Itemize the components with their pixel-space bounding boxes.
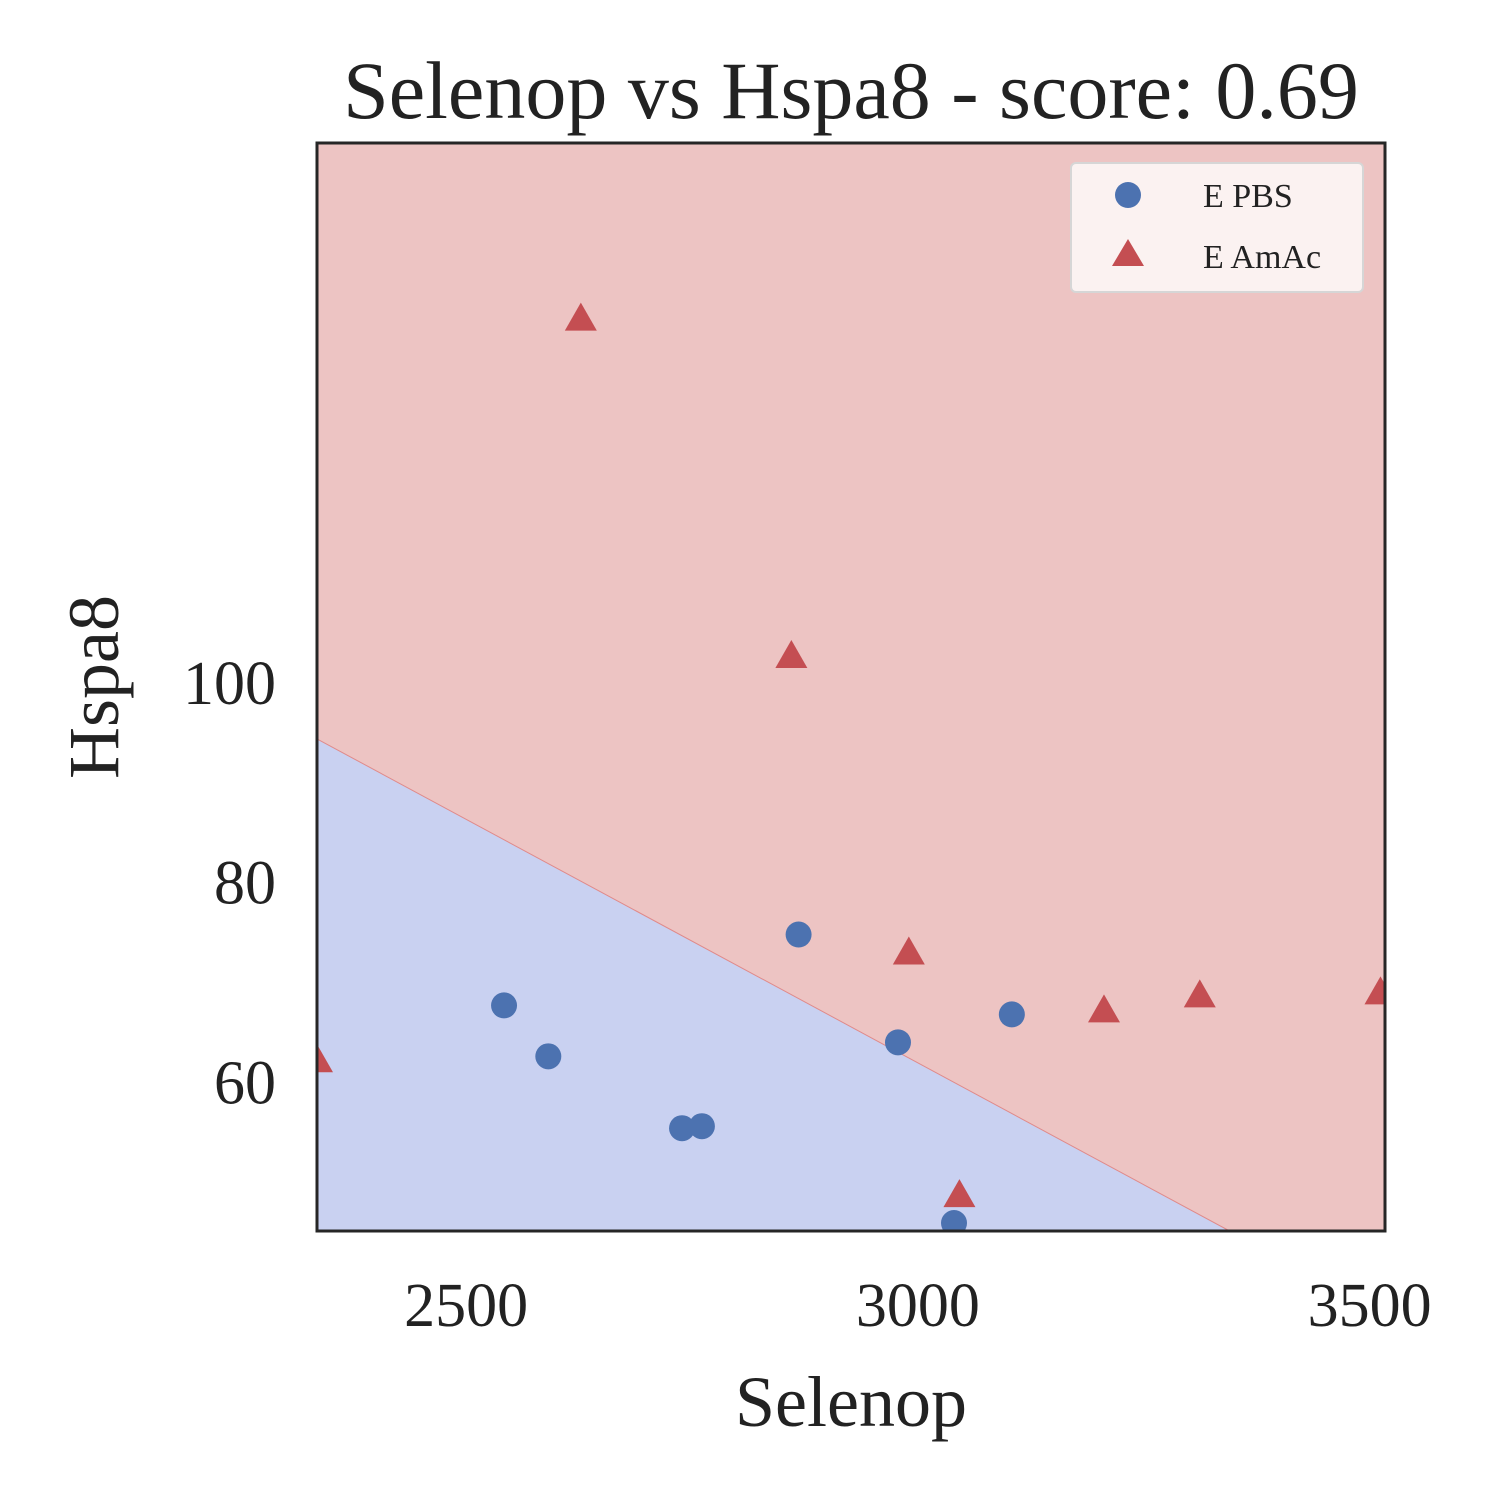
y-tick-label-80: 80: [214, 850, 276, 918]
legend-label-e-pbs: E PBS: [1203, 178, 1293, 215]
y-tick-label-100: 100: [183, 650, 276, 718]
legend: E PBS E AmAc: [1071, 163, 1363, 292]
data-point-e-pbs-2: [535, 1043, 561, 1069]
x-axis-label: Selenop: [735, 1362, 967, 1442]
data-point-e-pbs-6: [885, 1029, 911, 1055]
x-tick-label-3000: 3000: [856, 1272, 980, 1340]
legend-label-e-amac: E AmAc: [1203, 239, 1321, 276]
legend-marker-e-pbs: [1115, 182, 1141, 208]
data-point-e-pbs-4: [689, 1113, 715, 1139]
data-point-e-pbs-1: [491, 992, 517, 1018]
plot-area: [301, 143, 1396, 1236]
x-tick-label-3500: 3500: [1308, 1272, 1432, 1340]
y-tick-label-60: 60: [214, 1049, 276, 1117]
data-point-e-pbs-8: [999, 1001, 1025, 1027]
y-axis-label: Hspa8: [54, 595, 134, 779]
chart-title: Selenop vs Hspa8 - score: 0.69: [343, 45, 1359, 136]
x-tick-label-2500: 2500: [404, 1272, 528, 1340]
data-point-e-pbs-5: [786, 922, 812, 948]
